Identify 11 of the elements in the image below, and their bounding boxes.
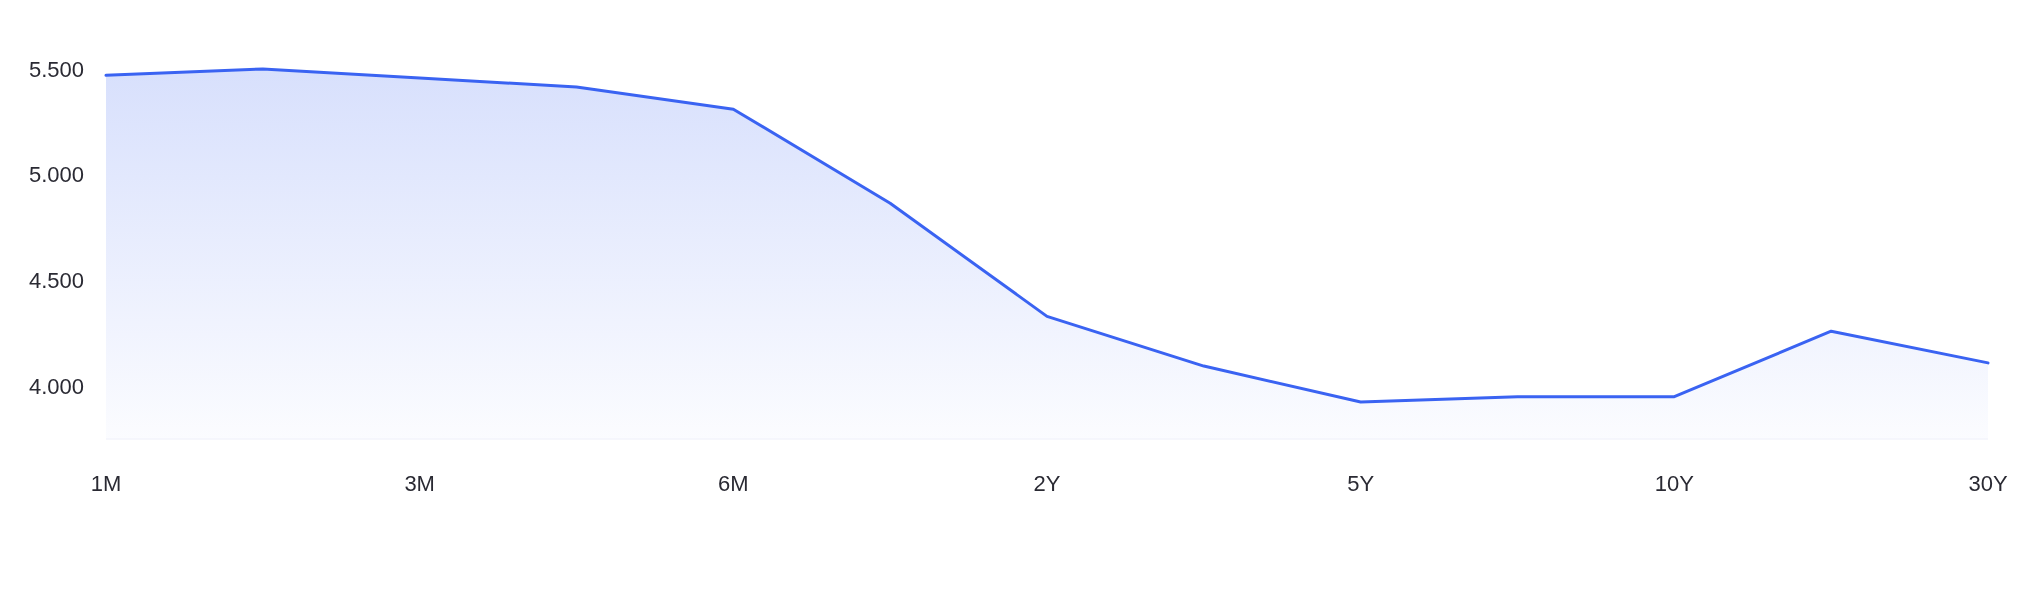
y-tick-label: 5.500: [28, 56, 84, 82]
x-tick-label: 2Y: [1033, 470, 1061, 496]
x-tick-label: 1M: [90, 470, 122, 496]
x-tick-label: 30Y: [1968, 470, 2008, 496]
x-tick-label: 5Y: [1347, 470, 1375, 496]
x-tick-label: 3M: [404, 470, 435, 496]
x-tick-label: 10Y: [1654, 470, 1695, 496]
y-tick-label: 5.000: [28, 162, 84, 188]
y-tick-label: 4.500: [28, 268, 84, 294]
x-tick-label: 6M: [718, 470, 749, 496]
y-tick-label: 4.000: [28, 373, 84, 399]
